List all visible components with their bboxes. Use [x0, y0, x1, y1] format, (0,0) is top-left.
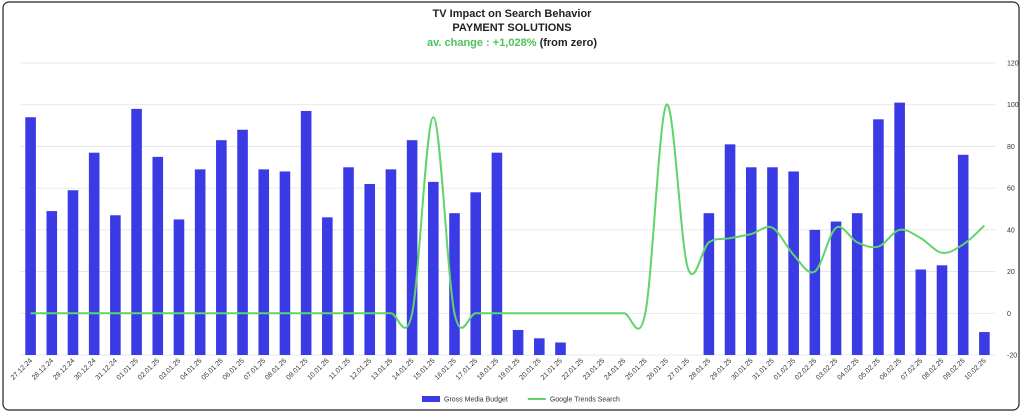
bar [915, 269, 927, 355]
bar [703, 213, 715, 355]
bar [745, 167, 757, 355]
bar [322, 217, 333, 355]
bar [470, 192, 482, 355]
legend-swatch [422, 396, 440, 402]
bar [279, 171, 291, 355]
bar [343, 167, 354, 355]
bar [364, 183, 376, 355]
legend-label: Google Trends Search [550, 397, 620, 404]
y-tick-label: 100 [1007, 102, 1019, 109]
bar [724, 144, 736, 355]
bar [491, 152, 503, 355]
annotation-change: av. change : +1,028% [427, 37, 537, 49]
bar [957, 154, 969, 355]
y-tick-label: 120 [1007, 61, 1019, 68]
legend-label: Gross Media Budget [444, 397, 508, 404]
bar [406, 140, 418, 355]
bar [385, 169, 397, 355]
bar [428, 181, 439, 355]
bar [88, 152, 100, 355]
bar [152, 156, 164, 355]
bar [449, 213, 460, 355]
bar [131, 108, 142, 355]
bar [767, 167, 778, 355]
bar [809, 229, 821, 355]
bar [851, 213, 863, 355]
bar [830, 221, 842, 355]
bar [25, 117, 36, 355]
chart-title: TV Impact on Search Behavior [433, 8, 593, 20]
line [30, 103, 986, 330]
y-tick-label: 20 [1007, 269, 1015, 276]
bar [873, 119, 884, 355]
y-tick-label: 60 [1007, 186, 1015, 193]
bar [300, 110, 312, 355]
bar [936, 265, 948, 355]
bar [533, 338, 545, 355]
bar [258, 169, 270, 355]
annotation: av. change : +1,028% (from zero) [427, 37, 597, 49]
bar [67, 190, 79, 355]
bar [788, 171, 799, 355]
bar [979, 332, 990, 355]
bar [110, 215, 121, 355]
y-tick-label: 80 [1007, 144, 1015, 151]
bar [237, 129, 248, 355]
chart-frame [2, 1, 1020, 411]
bar [194, 169, 206, 355]
y-tick-label: 40 [1007, 227, 1015, 234]
bar [894, 102, 905, 355]
y-tick-label: -20 [1007, 353, 1017, 360]
annotation-note: (from zero) [540, 37, 598, 49]
bar [173, 219, 185, 355]
bar [216, 140, 227, 355]
bar [555, 342, 566, 355]
bar [512, 329, 524, 355]
chart-subtitle: PAYMENT SOLUTIONS [452, 22, 571, 34]
y-tick-label: 0 [1007, 311, 1011, 318]
bar [46, 211, 58, 355]
